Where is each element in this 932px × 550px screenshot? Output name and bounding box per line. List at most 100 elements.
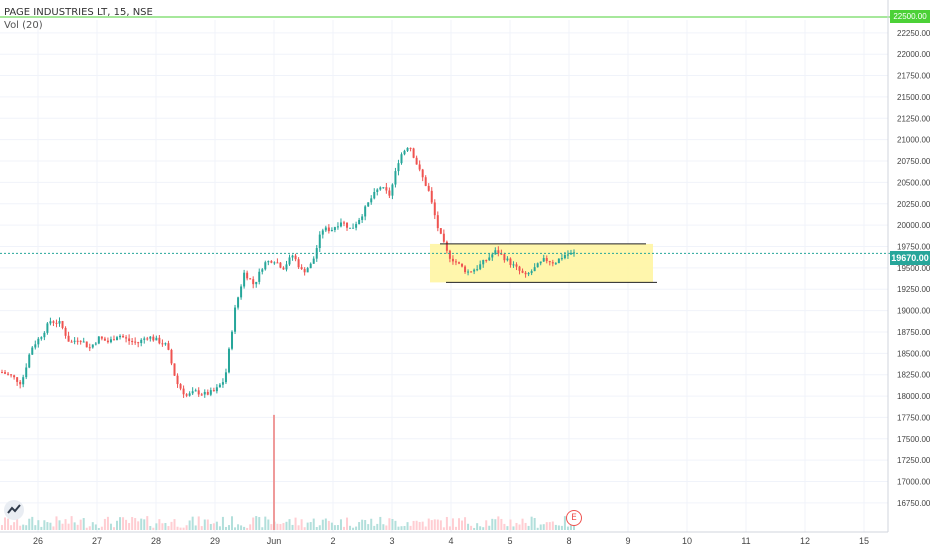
volume-bar	[394, 520, 397, 530]
candle-body	[551, 262, 554, 264]
price-tick-label: 16750.00	[897, 499, 931, 508]
price-tick-label: 17750.00	[897, 413, 931, 422]
candle-body	[563, 255, 566, 259]
candle-body	[461, 263, 464, 267]
candle-body	[197, 390, 200, 395]
volume-bar	[37, 520, 40, 530]
candle-body	[415, 157, 418, 165]
volume-bar	[566, 526, 569, 530]
candle-body	[227, 348, 230, 373]
candle-body	[119, 335, 122, 338]
volume-bar	[203, 519, 206, 530]
time-tick-label: 3	[389, 536, 394, 546]
volume-bar	[415, 520, 418, 530]
candle-body	[73, 340, 76, 342]
volume-bar	[451, 518, 454, 530]
candle-body	[200, 394, 203, 396]
price-axis[interactable]: 16750.00 17000.00 17250.00 17500.00 17750.00…	[887, 0, 931, 532]
volume-bar	[506, 526, 509, 530]
candle-body	[467, 271, 470, 273]
candle-body	[46, 323, 49, 333]
volume-bar	[355, 526, 358, 530]
volume-bar	[40, 526, 43, 530]
candle-body	[258, 271, 261, 282]
time-tick-label: 9	[625, 536, 630, 546]
candle-body	[382, 187, 385, 189]
volume-bar	[31, 516, 34, 530]
candle-body	[491, 254, 494, 258]
candle-body	[215, 387, 218, 392]
candle-body	[406, 147, 409, 151]
candle-body	[16, 377, 19, 382]
time-tick-label: 27	[92, 536, 102, 546]
candle-body	[94, 343, 97, 345]
volume-bar	[97, 527, 100, 530]
price-tick-label: 17250.00	[897, 456, 931, 465]
candle-body	[185, 394, 188, 396]
volume-bar	[49, 522, 52, 530]
volume-bar	[79, 519, 82, 530]
volume-bar	[112, 527, 115, 530]
volume-bar	[542, 524, 545, 530]
price-tick-label: 18250.00	[897, 371, 931, 380]
candle-body	[52, 321, 55, 323]
volume-bar	[430, 520, 433, 530]
volume-bar	[279, 524, 282, 530]
candle-body	[424, 177, 427, 186]
candle-body	[379, 187, 382, 190]
volume-bar	[533, 518, 536, 530]
candles-layer	[1, 147, 575, 398]
volume-bar	[282, 523, 285, 530]
volume-bar	[234, 527, 237, 530]
candle-body	[327, 227, 330, 232]
candle-body	[527, 273, 530, 275]
price-tick-label: 17500.00	[897, 435, 931, 444]
time-tick-label: 28	[151, 536, 161, 546]
volume-bar	[436, 519, 439, 530]
volume-bar	[433, 519, 436, 530]
candle-body	[470, 271, 473, 273]
candle-body	[97, 336, 100, 344]
volume-bar	[367, 524, 370, 530]
volume-bar	[82, 518, 85, 530]
candle-body	[333, 227, 336, 230]
volume-bar	[258, 517, 261, 530]
candle-body	[218, 384, 221, 388]
candle-body	[445, 241, 448, 251]
candle-body	[276, 262, 279, 264]
volume-bar	[194, 525, 197, 530]
candle-body	[303, 269, 306, 273]
candle-body	[100, 336, 103, 339]
candle-body	[125, 337, 128, 339]
volume-bar	[22, 524, 25, 530]
candle-body	[533, 267, 536, 272]
candle-body	[400, 154, 403, 164]
candle-body	[282, 267, 285, 270]
volume-bar	[482, 527, 485, 530]
volume-bar	[221, 516, 224, 530]
volume-bar	[515, 522, 518, 530]
candle-body	[40, 337, 43, 339]
volume-bar	[385, 525, 388, 530]
candle-body	[521, 270, 524, 273]
candle-body	[116, 337, 119, 341]
price-tick-label: 17000.00	[897, 478, 931, 487]
candle-body	[31, 347, 34, 355]
volume-bar	[457, 518, 460, 530]
price-tick-label: 21250.00	[897, 114, 931, 123]
price-tick-label: 20000.00	[897, 221, 931, 230]
volume-bar	[300, 519, 303, 530]
candle-body	[364, 206, 367, 217]
volume-bar	[470, 525, 473, 530]
candle-body	[388, 190, 391, 196]
volume-bar	[476, 523, 479, 530]
candle-body	[109, 339, 112, 343]
volume-bar	[485, 520, 488, 530]
volume-bar	[445, 516, 448, 530]
candle-body	[476, 269, 479, 271]
time-axis[interactable]: 26 27 28 29 Jun 2 3 4 5 8 9 10 11 12 15	[0, 531, 888, 546]
candle-body	[294, 255, 297, 260]
candle-body	[430, 190, 433, 203]
earnings-marker[interactable]: E	[566, 510, 582, 526]
